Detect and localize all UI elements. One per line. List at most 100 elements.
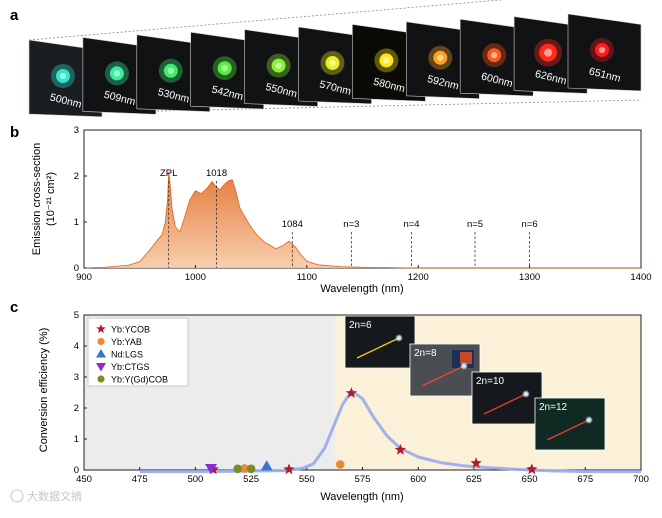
panel-a-label: a: [10, 7, 19, 24]
inset-photo: 2n=6: [344, 315, 416, 369]
peak-annotation: 1018: [206, 168, 227, 179]
watermark-logo-icon: [10, 489, 24, 503]
legend-marker: [97, 375, 105, 383]
inset-label: 2n=8: [414, 348, 437, 359]
laser-spot-core: [329, 59, 336, 67]
laser-beam: [546, 419, 590, 441]
panel-b-label: b: [10, 124, 19, 141]
peak-annotation: 1084: [282, 219, 303, 230]
legend-label: Yb:YAB: [111, 337, 142, 347]
legend-box: [87, 317, 189, 387]
laser-spot-core: [167, 67, 174, 74]
x-tick-label: 1200: [408, 272, 429, 283]
y-tick-label: 3: [74, 125, 79, 136]
y-tick-label: 1: [74, 217, 79, 228]
inset-label: 2n=6: [349, 320, 372, 331]
fit-curve: [139, 389, 641, 474]
inset-photo: 2n=12: [534, 397, 606, 451]
y-tick-label: 2: [74, 171, 79, 182]
x-tick-label: 700: [633, 474, 649, 485]
watermark-text: 大数据文摘: [27, 489, 82, 503]
data-point: [335, 460, 345, 469]
y-tick-label: 0: [74, 465, 79, 476]
laser-beam: [421, 365, 465, 387]
peak-annotation: n=5: [467, 219, 483, 230]
peak-annotation: n=4: [403, 219, 419, 230]
data-point: [246, 464, 256, 474]
laser-spot-core: [383, 57, 390, 64]
x-tick-label: 625: [466, 474, 482, 485]
legend-marker: [97, 337, 105, 346]
crystal-spot: [524, 392, 528, 396]
conversion-x-axis-label: Wavelength (nm): [320, 491, 403, 503]
emission-y-axis-units: (10⁻²¹ cm²): [45, 172, 57, 226]
laser-spot-core: [437, 54, 444, 61]
data-point: [204, 463, 217, 475]
data-point: [345, 387, 358, 398]
laser-spot-core: [275, 62, 282, 69]
peak-annotation: ZPL: [160, 168, 177, 179]
x-tick-label: 1000: [185, 272, 206, 283]
laser-spot-core: [598, 46, 606, 54]
inset-device-detail: [460, 352, 472, 364]
x-tick-label: 600: [410, 474, 426, 485]
emission-chart: Wavelength (nm) Emission cross-section (…: [31, 125, 652, 295]
legend-item: Yb:CTGS: [96, 362, 150, 372]
data-point: [233, 464, 243, 474]
legend-marker: [96, 363, 106, 372]
legend-marker: [96, 324, 106, 333]
legend-label: Yb:YCOB: [111, 325, 150, 335]
y-tick-label: 1: [74, 434, 79, 445]
crystal-spot: [587, 418, 591, 422]
x-tick-label: 475: [132, 474, 148, 485]
inset-label: 2n=10: [476, 376, 505, 387]
inset-photo: 2n=10: [471, 371, 543, 425]
x-tick-label: 675: [577, 474, 593, 485]
x-tick-label: 1400: [630, 272, 651, 283]
legend: Yb:YCOB Yb:YAB Nd:LGS Yb:CTGS Yb:Y(Gd)COB: [87, 317, 189, 387]
laser-spot-core: [544, 48, 553, 57]
crystal-spot: [462, 364, 466, 368]
x-tick-label: 450: [76, 474, 92, 485]
conversion-y-axis-label: Conversion efficiency (%): [38, 328, 50, 453]
y-tick-label: 4: [74, 341, 79, 352]
legend-label: Yb:CTGS: [111, 362, 150, 372]
x-tick-label: 550: [299, 474, 315, 485]
legend-label: Yb:Y(Gd)COB: [111, 375, 168, 385]
data-point: [470, 457, 482, 468]
data-point: [283, 463, 295, 475]
watermark: 大数据文摘: [10, 489, 82, 503]
data-point: [394, 443, 407, 455]
inset-background: [344, 315, 416, 369]
crystal-spot: [397, 336, 401, 340]
x-tick-label: 525: [243, 474, 259, 485]
laser-spot-core: [491, 52, 498, 59]
laser-beam: [356, 337, 400, 359]
inset-photo: 2n=8: [409, 343, 481, 397]
legend-item: Yb:Y(Gd)COB: [97, 375, 168, 385]
x-tick-label: 900: [76, 272, 92, 283]
emission-line: [83, 171, 641, 269]
y-tick-label: 2: [74, 403, 79, 414]
legend-label: Nd:LGS: [111, 350, 143, 360]
laser-spot-core: [59, 72, 67, 80]
legend-item: Yb:YAB: [97, 337, 142, 347]
legend-item: Nd:LGS: [96, 349, 143, 360]
inset-background: [534, 397, 606, 451]
x-tick-label: 650: [522, 474, 538, 485]
emission-y-axis-label: Emission cross-section: [31, 143, 43, 255]
y-tick-label: 3: [74, 372, 79, 383]
peak-annotation: n=6: [522, 219, 538, 230]
emission-x-axis-label: Wavelength (nm): [320, 283, 403, 295]
x-tick-label: 1300: [519, 272, 540, 283]
laser-beam: [483, 393, 527, 415]
x-tick-label: 500: [187, 474, 203, 485]
y-tick-label: 5: [74, 310, 79, 321]
panel-c-label: c: [10, 299, 18, 316]
laser-spot-core: [221, 65, 228, 72]
data-point: [240, 464, 249, 473]
conversion-chart: Wavelength (nm) Conversion efficiency (%…: [38, 310, 649, 503]
x-tick-label: 575: [355, 474, 371, 485]
data-point: [260, 460, 273, 471]
